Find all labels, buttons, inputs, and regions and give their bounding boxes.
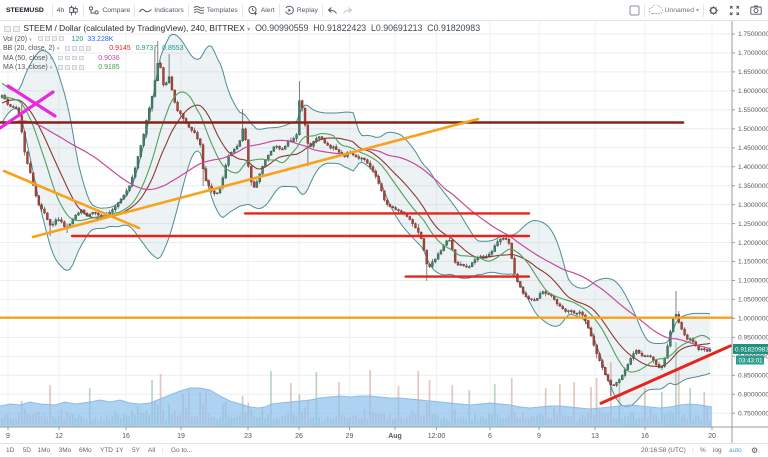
svg-text:1.15000000: 1.15000000	[738, 259, 768, 266]
svg-text:16: 16	[122, 433, 130, 440]
svg-text:12:00: 12:00	[428, 433, 446, 440]
svg-text:1.70000000: 1.70000000	[738, 50, 768, 57]
svg-text:1.20000000: 1.20000000	[738, 240, 768, 247]
svg-text:6: 6	[488, 433, 492, 440]
svg-text:1.75000000: 1.75000000	[738, 31, 768, 38]
svg-text:29: 29	[346, 433, 354, 440]
svg-text:26: 26	[295, 433, 303, 440]
svg-text:1.60000000: 1.60000000	[738, 88, 768, 95]
svg-text:0.91820983: 0.91820983	[735, 347, 768, 354]
svg-text:1.05000000: 1.05000000	[738, 297, 768, 304]
svg-text:16: 16	[641, 433, 649, 440]
svg-text:1.35000000: 1.35000000	[738, 183, 768, 190]
svg-text:1.30000000: 1.30000000	[738, 202, 768, 209]
svg-text:1.25000000: 1.25000000	[738, 221, 768, 228]
svg-text:03:43:01: 03:43:01	[739, 358, 764, 365]
svg-text:12: 12	[55, 433, 63, 440]
svg-text:1.45000000: 1.45000000	[738, 145, 768, 152]
svg-text:19: 19	[177, 433, 185, 440]
svg-text:0.75000000: 0.75000000	[738, 410, 768, 417]
svg-text:23: 23	[244, 433, 252, 440]
svg-text:1.10000000: 1.10000000	[738, 278, 768, 285]
svg-text:9: 9	[6, 433, 10, 440]
svg-text:9: 9	[537, 433, 541, 440]
svg-text:1.50000000: 1.50000000	[738, 126, 768, 133]
svg-text:13: 13	[591, 433, 599, 440]
svg-text:1.40000000: 1.40000000	[738, 164, 768, 171]
svg-text:20: 20	[708, 433, 716, 440]
svg-text:1.55000000: 1.55000000	[738, 107, 768, 114]
svg-text:1.65000000: 1.65000000	[738, 69, 768, 76]
svg-text:Aug: Aug	[388, 433, 402, 440]
